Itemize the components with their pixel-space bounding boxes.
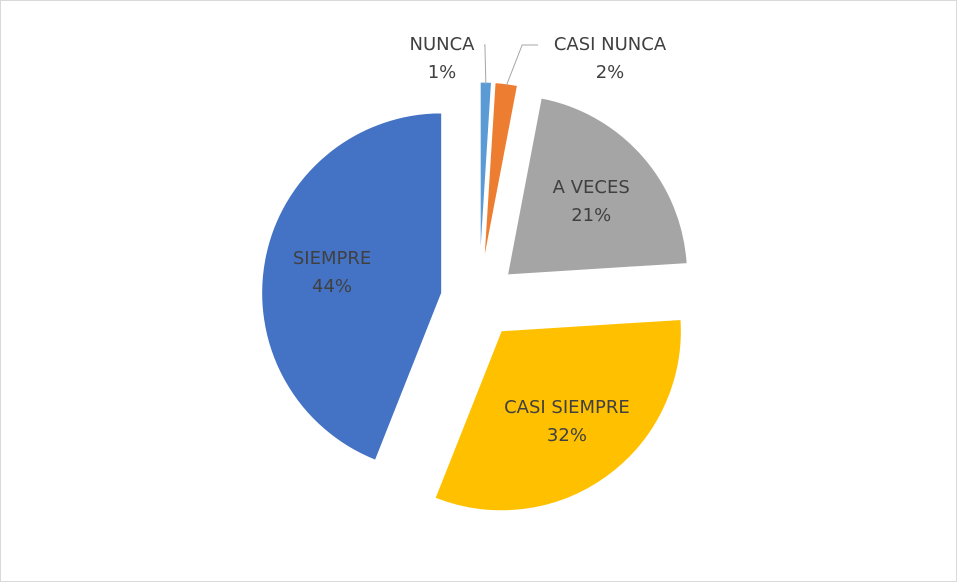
pie-slice	[261, 112, 443, 461]
slice-label: A VECES	[553, 177, 630, 198]
slice-label: NUNCA	[410, 34, 476, 55]
slice-label: CASI SIEMPRE	[504, 397, 630, 418]
slice-value-label: 44%	[312, 276, 352, 297]
slice-value-label: 32%	[547, 425, 587, 446]
pie-slice	[483, 82, 519, 263]
slice-value-label: 21%	[571, 205, 611, 226]
slice-label: CASI NUNCA	[554, 34, 667, 55]
leader-line	[484, 44, 487, 85]
slice-value-label: 2%	[596, 62, 625, 83]
pie-slice	[434, 318, 682, 512]
leader-line	[505, 44, 538, 86]
slice-value-label: 1%	[428, 62, 457, 83]
pie-slice	[506, 97, 688, 276]
slice-label: SIEMPRE	[293, 248, 371, 269]
